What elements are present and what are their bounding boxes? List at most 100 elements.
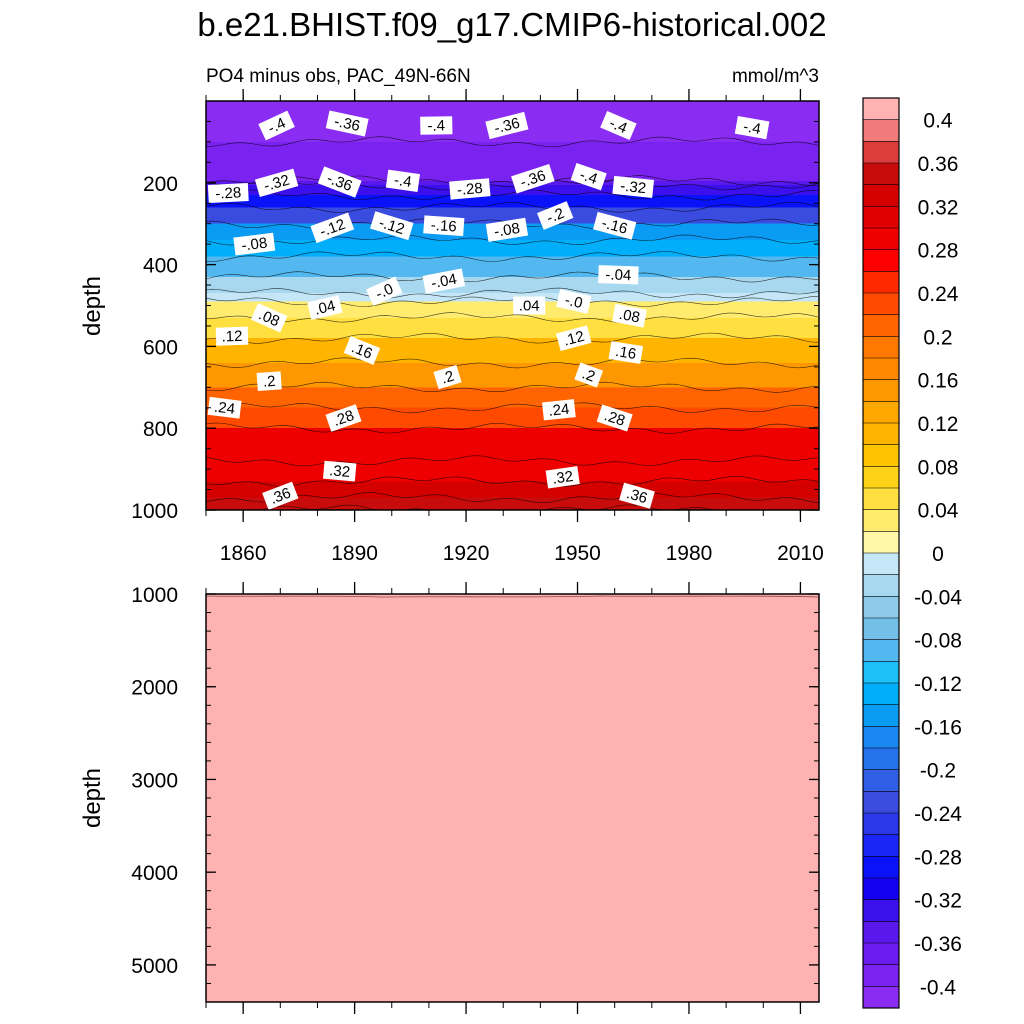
contour-label-text: .32 <box>329 462 351 481</box>
upper-contour-labels: -.4 -.36 -.4 -.36 -.4 -.4-.28 -.32 -.36 -.4 -.28-… <box>207 110 770 510</box>
contour-line <box>206 455 819 467</box>
contour-label-text: -.32 <box>262 172 292 195</box>
colorbar-swatch <box>863 748 899 770</box>
colorbar-swatch <box>863 314 899 337</box>
contour-label: .2 <box>256 371 282 392</box>
contour-label-text: -.4 <box>607 115 630 137</box>
contour-label: -.0 <box>556 289 592 314</box>
colorbar-label: -0.08 <box>914 630 962 653</box>
colorbar-swatch <box>863 856 899 879</box>
contour-label: -.4 <box>385 169 420 192</box>
contour-label: -.08 <box>485 217 529 242</box>
contour-label-text: -.36 <box>492 115 521 138</box>
contour-label-text: .12 <box>562 328 587 350</box>
contour-label: -.08 <box>233 232 276 256</box>
contour-label: .28 <box>596 404 633 432</box>
colorbar-label: 0.16 <box>918 370 959 393</box>
contour-label-text: -.4 <box>427 117 445 134</box>
contour-label: -.28 <box>207 182 249 204</box>
contour-line <box>206 312 819 324</box>
colorbar-label: -0.16 <box>914 716 962 739</box>
colorbar-swatch <box>863 943 899 965</box>
colorbar-swatch <box>863 574 899 597</box>
colorbar-swatch <box>863 596 899 619</box>
contour-line <box>206 234 819 246</box>
contour-label-text: .16 <box>349 339 375 363</box>
upper-y-axis-label: depth <box>79 276 106 336</box>
contour-label-text: -.32 <box>619 178 646 198</box>
x-tick-label: 1890 <box>331 542 378 565</box>
contour-label: -.04 <box>598 265 639 285</box>
contour-label-text: -.12 <box>377 214 407 238</box>
y-tick-label: 2000 <box>131 677 178 700</box>
contour-label-text: .24 <box>213 399 236 418</box>
contour-label: .2 <box>433 364 462 390</box>
contour-label: -.4 <box>600 110 637 141</box>
colorbar-swatch <box>863 401 899 424</box>
x-tick-label: 1980 <box>666 542 713 565</box>
contour-label: .04 <box>307 295 343 320</box>
contour-label: -.4 <box>258 110 295 141</box>
contour-label-text: -.36 <box>333 113 362 135</box>
colorbar-swatch <box>863 184 899 207</box>
contour-label: -.28 <box>449 178 491 200</box>
colorbar-swatch <box>863 141 899 164</box>
colorbar-label: 0.32 <box>918 196 959 219</box>
colorbar-swatch <box>863 986 899 1009</box>
contour-line <box>208 504 715 510</box>
contour-label-text: .36 <box>624 485 649 507</box>
contour-label-text: -.4 <box>742 118 762 138</box>
contour-label-text: -.0 <box>373 280 396 303</box>
colorbar-swatch <box>863 358 899 380</box>
colorbar-label: 0 <box>932 543 944 566</box>
colorbar-swatch <box>863 553 899 575</box>
y-tick-label: 600 <box>143 336 178 359</box>
x-tick-label: 1860 <box>220 542 267 565</box>
contour-label-text: .04 <box>313 297 337 318</box>
lower-x-axis <box>205 582 802 1014</box>
upper-subtitle-right: mmol/m^3 <box>732 66 819 87</box>
contour-line <box>206 402 819 414</box>
contour-line <box>206 179 819 191</box>
colorbar-label: 0.08 <box>918 456 959 479</box>
colorbar-swatch <box>863 921 899 944</box>
contour-label-text: .2 <box>262 373 276 391</box>
contour-label-text: .28 <box>602 407 627 430</box>
contour-line <box>206 189 819 201</box>
colorbar-swatch <box>863 423 899 445</box>
contour-label-text: .08 <box>618 306 642 327</box>
contour-label-text: -.4 <box>265 115 288 138</box>
contour-line <box>206 422 819 434</box>
contour-label-text: .28 <box>331 407 356 430</box>
upper-field <box>206 101 819 510</box>
contour-label-text: -.16 <box>600 215 629 238</box>
contour-line <box>206 492 819 504</box>
colorbar-labels: 0.4 0.36 0.32 0.28 0.24 0.2 0.16 0.12 0.08 0.04 0 -… <box>914 110 962 1000</box>
colorbar-label: 0.04 <box>918 500 959 523</box>
contour-line <box>206 332 819 344</box>
colorbar-label: 0.2 <box>923 326 952 349</box>
contour-label: .12 <box>215 326 249 346</box>
contour-label-text: -.2 <box>544 205 567 227</box>
colorbar-swatch <box>863 813 899 835</box>
colorbar-swatch <box>863 618 899 640</box>
colorbar-swatch <box>863 488 899 510</box>
y-tick-label: 400 <box>143 255 178 278</box>
contour-label-text: -.4 <box>393 172 413 191</box>
chart-title: b.e21.BHIST.f09_g17.CMIP6-historical.002 <box>197 6 826 43</box>
contour-label: .16 <box>343 336 381 365</box>
colorbar-swatch <box>863 98 899 120</box>
x-tick-label: 2010 <box>777 542 824 565</box>
contour-label: .36 <box>262 481 299 510</box>
contour-label: -.4 <box>420 116 453 135</box>
contour-label-text: .36 <box>268 484 294 507</box>
upper-plot-area: -.4 -.36 -.4 -.36 -.4 -.4-.28 -.32 -.36 -.4 -.28-… <box>206 101 819 510</box>
colorbar-swatch <box>863 661 899 684</box>
contour-line <box>206 136 819 148</box>
contour-label-text: -.4 <box>577 166 599 188</box>
upper-y-axis: 200 400 600 800 1000 <box>131 100 819 523</box>
colorbar-swatch <box>863 119 899 142</box>
contour-line <box>206 287 819 299</box>
contour-label: -.16 <box>423 215 465 237</box>
colorbar-swatch <box>863 878 899 900</box>
